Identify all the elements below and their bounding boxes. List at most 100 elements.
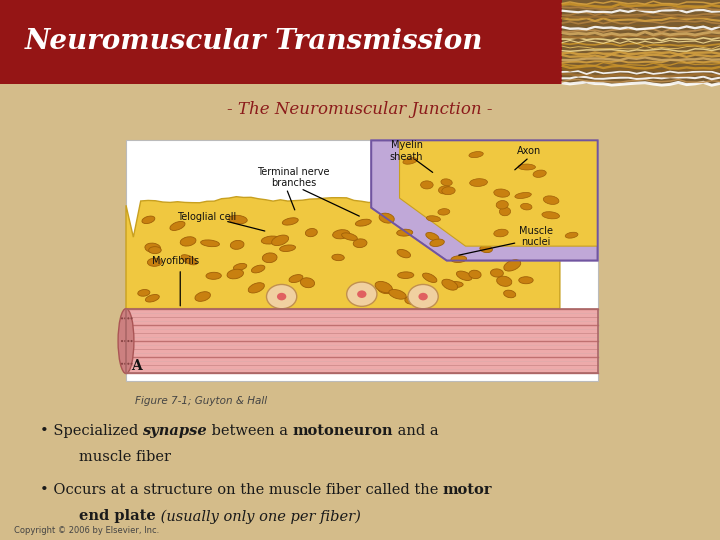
FancyBboxPatch shape bbox=[562, 0, 720, 84]
Ellipse shape bbox=[332, 254, 344, 261]
Ellipse shape bbox=[127, 340, 130, 342]
Ellipse shape bbox=[262, 253, 277, 262]
Ellipse shape bbox=[379, 213, 395, 223]
Ellipse shape bbox=[504, 260, 521, 271]
Ellipse shape bbox=[148, 247, 161, 254]
Text: Muscle
nuclei: Muscle nuclei bbox=[519, 226, 553, 247]
Text: Neuromuscular Transmission: Neuromuscular Transmission bbox=[25, 28, 484, 56]
Ellipse shape bbox=[300, 278, 315, 288]
Text: - The Neuromuscular Junction -: - The Neuromuscular Junction - bbox=[228, 101, 492, 118]
Ellipse shape bbox=[397, 272, 414, 279]
Ellipse shape bbox=[496, 200, 508, 209]
Ellipse shape bbox=[124, 318, 126, 320]
Ellipse shape bbox=[438, 208, 450, 215]
Ellipse shape bbox=[544, 196, 559, 205]
Ellipse shape bbox=[408, 285, 438, 309]
Ellipse shape bbox=[341, 233, 357, 240]
Text: (usually only one per fiber): (usually only one per fiber) bbox=[156, 509, 361, 524]
Ellipse shape bbox=[518, 276, 533, 284]
Text: between a: between a bbox=[207, 424, 293, 438]
Polygon shape bbox=[372, 140, 598, 261]
Ellipse shape bbox=[346, 282, 377, 306]
Text: and a: and a bbox=[393, 424, 439, 438]
Ellipse shape bbox=[469, 270, 481, 279]
Ellipse shape bbox=[521, 204, 532, 210]
Ellipse shape bbox=[145, 243, 161, 253]
Ellipse shape bbox=[518, 164, 536, 170]
Ellipse shape bbox=[442, 279, 458, 290]
Ellipse shape bbox=[397, 249, 410, 258]
Text: Teloglial cell: Teloglial cell bbox=[176, 212, 235, 222]
Ellipse shape bbox=[480, 245, 492, 253]
Ellipse shape bbox=[469, 152, 483, 158]
Ellipse shape bbox=[354, 239, 367, 247]
Ellipse shape bbox=[420, 181, 433, 189]
Ellipse shape bbox=[457, 222, 470, 230]
Ellipse shape bbox=[426, 232, 439, 241]
Ellipse shape bbox=[121, 340, 123, 342]
Ellipse shape bbox=[451, 256, 467, 262]
Ellipse shape bbox=[130, 318, 132, 320]
Ellipse shape bbox=[305, 228, 318, 237]
Ellipse shape bbox=[248, 283, 264, 293]
Ellipse shape bbox=[181, 255, 197, 265]
Ellipse shape bbox=[333, 230, 350, 239]
Ellipse shape bbox=[446, 281, 463, 288]
Ellipse shape bbox=[124, 340, 126, 342]
Ellipse shape bbox=[271, 235, 289, 246]
Ellipse shape bbox=[515, 192, 531, 199]
Text: Myofibrils: Myofibrils bbox=[152, 255, 199, 266]
Ellipse shape bbox=[403, 158, 417, 164]
Ellipse shape bbox=[426, 215, 441, 221]
Ellipse shape bbox=[503, 290, 516, 298]
FancyBboxPatch shape bbox=[126, 140, 598, 381]
Ellipse shape bbox=[456, 228, 473, 238]
Ellipse shape bbox=[456, 271, 472, 280]
Ellipse shape bbox=[500, 207, 510, 216]
Ellipse shape bbox=[418, 293, 428, 300]
Ellipse shape bbox=[127, 363, 130, 365]
Ellipse shape bbox=[227, 269, 243, 279]
Ellipse shape bbox=[251, 265, 265, 273]
Ellipse shape bbox=[494, 229, 508, 237]
Text: Copyright © 2006 by Elsevier, Inc.: Copyright © 2006 by Elsevier, Inc. bbox=[14, 525, 160, 535]
Text: motor: motor bbox=[443, 483, 492, 497]
Ellipse shape bbox=[195, 292, 210, 301]
Ellipse shape bbox=[542, 212, 559, 219]
Ellipse shape bbox=[497, 276, 512, 286]
Ellipse shape bbox=[201, 240, 220, 247]
Ellipse shape bbox=[206, 272, 221, 279]
Text: Axon: Axon bbox=[517, 146, 541, 156]
Ellipse shape bbox=[269, 287, 285, 296]
Ellipse shape bbox=[405, 296, 419, 304]
Ellipse shape bbox=[148, 258, 162, 266]
Ellipse shape bbox=[118, 309, 134, 374]
Ellipse shape bbox=[230, 240, 244, 249]
Ellipse shape bbox=[469, 179, 487, 186]
Ellipse shape bbox=[170, 221, 185, 231]
Ellipse shape bbox=[121, 318, 123, 320]
Ellipse shape bbox=[142, 216, 155, 224]
Ellipse shape bbox=[277, 293, 287, 300]
Ellipse shape bbox=[130, 340, 132, 342]
Ellipse shape bbox=[397, 229, 413, 236]
Ellipse shape bbox=[229, 215, 247, 224]
Ellipse shape bbox=[430, 239, 444, 246]
Polygon shape bbox=[400, 140, 598, 246]
Ellipse shape bbox=[481, 229, 498, 239]
Ellipse shape bbox=[180, 237, 196, 246]
Ellipse shape bbox=[289, 275, 303, 282]
Text: Myelin
sheath: Myelin sheath bbox=[390, 140, 423, 162]
Ellipse shape bbox=[138, 289, 150, 296]
Text: A: A bbox=[131, 359, 141, 373]
Text: motoneuron: motoneuron bbox=[293, 424, 393, 438]
Ellipse shape bbox=[357, 291, 366, 298]
Ellipse shape bbox=[127, 318, 130, 320]
Ellipse shape bbox=[356, 219, 372, 226]
Ellipse shape bbox=[438, 186, 451, 194]
Ellipse shape bbox=[389, 289, 406, 299]
Ellipse shape bbox=[351, 285, 364, 294]
Ellipse shape bbox=[490, 269, 503, 277]
Ellipse shape bbox=[130, 363, 132, 365]
Text: synapse: synapse bbox=[143, 424, 207, 438]
